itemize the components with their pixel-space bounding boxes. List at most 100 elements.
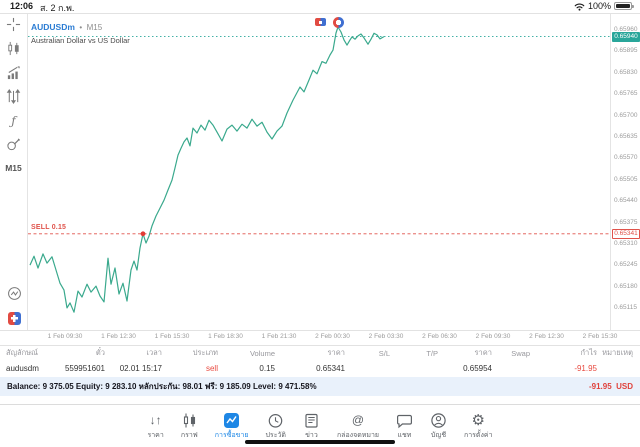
tab-label: การซื้อขาย [214,432,249,439]
table-header-cell[interactable]: เวลา [146,348,162,357]
home-indicator[interactable] [245,440,395,444]
tab-mailbox[interactable]: @ กล่องจดหมาย [337,411,379,447]
chart-toolbar-bottom [0,14,28,331]
table-header-cell[interactable]: สัญลักษณ์ [6,348,39,357]
chart-canvas[interactable] [28,14,610,331]
price-tick: 0.65375 [614,218,638,226]
table-header-cell[interactable]: กำไร [580,348,597,357]
tab-chart[interactable]: กราฟ [181,411,198,447]
position-row[interactable]: audusdm 559951601 02.01 15:17 sell 0.15 0.653… [0,360,640,376]
time-axis[interactable]: 1 Feb 09:30 1 Feb 12:30 1 Feb 15:30 1 Feb 1… [28,331,618,345]
positions-table-header: สัญลักษณ์ ตั๋ว เวลา ประเภท Volume ราคา S/L T/P ร… [0,346,640,360]
tab-history[interactable]: ประวัติ [265,411,286,447]
table-header-cell[interactable]: T/P [426,348,438,358]
tab-news[interactable]: ข่าว [303,411,320,447]
event-clock-icon[interactable] [333,17,344,28]
price-tick: 0.65830 [614,68,638,76]
table-cell: sell [205,363,218,373]
timeframe-button[interactable]: M15 [5,163,22,173]
price-tick: 0.65960 [614,26,638,33]
table-cell: audusdm [6,363,39,373]
table-cell: 0.15 [259,363,275,373]
price-line [29,26,385,313]
price-tick: 0.65180 [614,282,638,290]
objects-icon[interactable] [6,137,22,152]
news-icon [303,411,320,429]
tab-trade[interactable]: การซื้อขาย [214,411,249,447]
tab-label: ราคา [147,432,164,439]
table-header-cell[interactable]: Volume [249,348,275,358]
table-header-cell[interactable]: หมายเหตุ [602,348,633,357]
account-icon [430,411,447,429]
time-tick: 1 Feb 15:30 [154,333,190,340]
chart-header: AUDUSDm • M15 Australian Dollar vs US Do… [31,16,130,45]
table-header-cell[interactable]: Swap [511,348,530,358]
price-tick: 0.65245 [614,261,638,269]
time-tick: 2 Feb 09:30 [475,333,511,340]
account-summary-row: Balance: 9 375.05 Equity: 9 283.10 หลักป… [0,377,640,396]
price-tick: 0.65635 [614,133,638,140]
table-header-cell[interactable]: ราคา [327,348,345,357]
chart-icon [181,411,198,429]
price-tick: 0.65310 [614,240,638,247]
table-cell: 559951601 [64,363,105,373]
account-summary: Balance: 9 375.05 Equity: 9 283.10 หลักป… [7,382,317,391]
tab-label: ประวัติ [265,432,286,439]
crosshair-icon[interactable] [6,17,22,32]
price-tick: 0.65115 [614,304,638,312]
price-tick: 0.65700 [614,111,638,119]
quick-chart-icon[interactable] [6,286,22,301]
time-tick: 1 Feb 09:30 [47,333,83,340]
table-cell: 02.01 15:17 [119,363,162,373]
tab-label: บัญชี [430,432,447,439]
price-axis[interactable]: 0.65960 0.65895 0.65830 0.65765 0.65700 0.656… [610,14,640,331]
table-header-cell[interactable]: ประเภท [192,348,218,357]
candlestick-icon[interactable] [6,41,22,56]
time-tick: 1 Feb 18:30 [208,333,243,340]
price-tick: 0.65570 [614,154,638,162]
tab-quotes[interactable]: ↓↑ ราคา [147,411,163,447]
bottom-tab-bar: ↓↑ ราคา กราฟ การซื้อขาย ประวัติ ข่าว @ กล่องจดห… [0,404,640,447]
table-header-cell[interactable]: ราคา [474,348,492,357]
function-icon[interactable]: ƒ [11,113,16,128]
price-tick: 0.65505 [614,175,638,183]
price-tick: 0.65440 [614,197,638,205]
chart-bottom-divider [0,330,640,331]
time-tick: 1 Feb 12:30 [101,333,136,340]
table-cell: -91.95 [574,363,597,373]
battery-percent: 100% [587,1,611,11]
price-tick: 0.65765 [614,90,638,98]
table-top-divider [0,345,640,346]
sliders-icon[interactable] [6,89,22,104]
symbol-name[interactable]: AUDUSDm [31,22,75,32]
news-flag-icon[interactable] [315,18,326,26]
economic-calendar-icon[interactable] [6,311,22,326]
total-profit: -91.95 USD [588,382,633,391]
timeframe-badge[interactable]: M15 [86,23,103,32]
clock-time: 12:06 [10,1,34,11]
tab-label: กราฟ [180,432,198,439]
position-price-tag: 0.65341 [612,228,640,239]
price-tick: 0.65895 [614,47,638,55]
tab-label: กล่องจดหมาย [336,432,379,439]
quotes-icon: ↓↑ [149,413,162,427]
time-tick: 2 Feb 03:30 [368,333,404,340]
tab-chat[interactable]: แชท [396,411,413,447]
time-tick: 2 Feb 06:30 [422,333,457,340]
table-header-cell[interactable]: ตั๋ว [95,348,105,357]
chat-icon [396,411,413,429]
time-tick: 2 Feb 12:30 [529,333,564,340]
table-header-cell[interactable]: S/L [378,348,390,358]
tab-account[interactable]: บัญชี [430,411,447,447]
table-cell: 0.65341 [316,363,345,373]
tab-settings[interactable]: ⚙ การตั้งค่า [464,411,493,447]
tab-label: การตั้งค่า [464,432,493,439]
time-tick: 1 Feb 21:30 [261,333,297,340]
header-divider [0,13,640,14]
symbol-separator: • [79,23,83,32]
chart-toolbar: ƒ M15 [0,14,28,331]
wifi-icon [574,3,585,11]
position-entry-dot [140,231,146,237]
indicator-chart-icon[interactable] [6,65,22,80]
